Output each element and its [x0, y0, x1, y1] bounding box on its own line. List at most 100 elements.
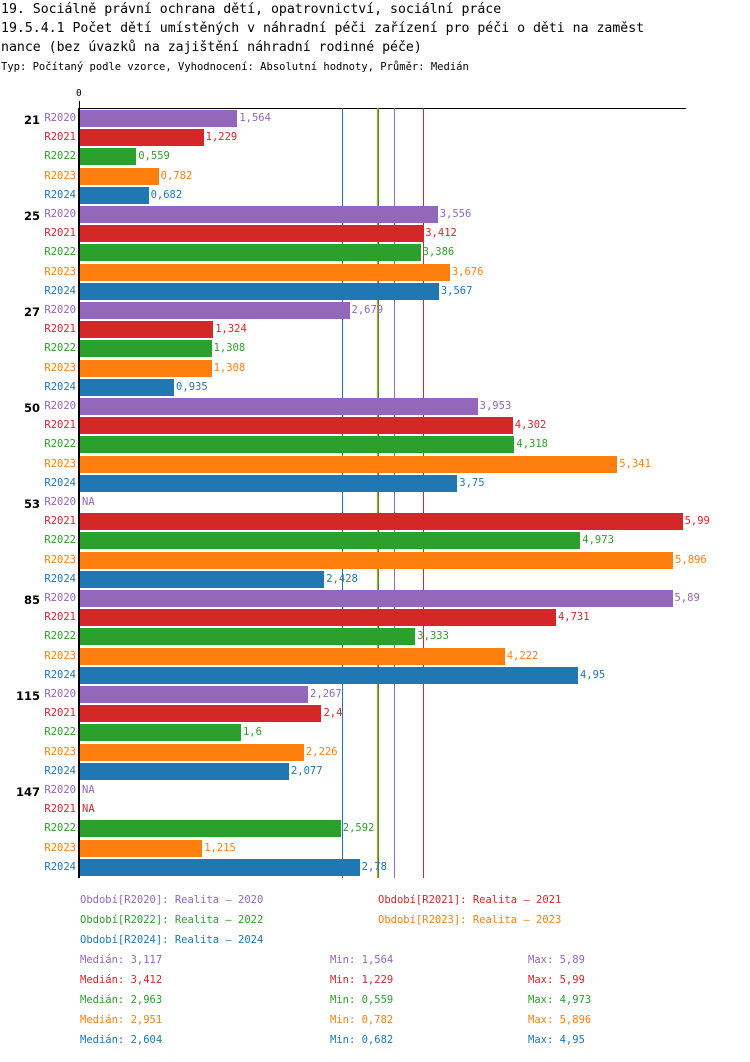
- bar-value-label: 3,333: [417, 630, 449, 643]
- bar-row-label: R2020: [44, 784, 76, 796]
- bar[interactable]: [80, 378, 175, 396]
- bar[interactable]: [80, 321, 214, 339]
- bar-value-label: 2,679: [351, 304, 384, 316]
- bar[interactable]: [80, 666, 578, 684]
- bar-row-label: R2020: [44, 592, 76, 604]
- bar-value-label: NA: [82, 496, 95, 508]
- bar[interactable]: [80, 743, 304, 761]
- bar-row-label: R2021: [44, 611, 76, 624]
- chart-bar-row: R2020 1,564: [0, 110, 750, 127]
- bar-value-label: 5,896: [675, 553, 707, 566]
- bar[interactable]: [80, 263, 450, 281]
- bar-value-label: 2,077: [290, 764, 323, 777]
- bar[interactable]: [80, 570, 325, 588]
- bar[interactable]: [80, 167, 159, 185]
- bar[interactable]: [80, 282, 439, 300]
- bar-row-label: R2020: [44, 496, 76, 508]
- bar[interactable]: [80, 474, 458, 492]
- bar[interactable]: [80, 110, 238, 127]
- legend-row: Období[R2022]: Realita – 2022 Období[R202…: [0, 910, 750, 930]
- bar-value-label: 5,99: [684, 515, 710, 528]
- bar[interactable]: [80, 647, 505, 665]
- chart-subtitle: Typ: Počítaný podle vzorce, Vyhodnocení:…: [1, 61, 469, 73]
- legend-item[interactable]: Období[R2021]: Realita – 2021: [378, 894, 562, 906]
- axis-top-line: [79, 108, 686, 109]
- bar[interactable]: [80, 302, 350, 319]
- bar[interactable]: [80, 686, 309, 703]
- bar-value-label: 2,428: [326, 572, 358, 585]
- chart-bar-row: R2023 2,226: [0, 743, 750, 761]
- bar-value-label: 4,318: [516, 438, 548, 451]
- bar-row-label: R2023: [44, 649, 76, 662]
- chart-bar-row: R2021 1,324: [0, 321, 750, 339]
- bar[interactable]: [80, 129, 204, 147]
- bar[interactable]: [80, 590, 673, 607]
- legend-item[interactable]: Období[R2022]: Realita – 2022: [80, 914, 264, 926]
- bar-row-label: R2023: [44, 265, 76, 278]
- bar[interactable]: [80, 225, 424, 243]
- median-line-r2022: [378, 108, 380, 878]
- chart-title-line-2: 19.5.4.1 Počet dětí umístěných v náhradn…: [1, 21, 645, 36]
- bar[interactable]: [80, 148, 137, 166]
- bar[interactable]: [80, 244, 421, 262]
- bar-row-label: R2022: [44, 822, 76, 835]
- chart-header: 19. Sociálně právní ochrana dětí, opatro…: [0, 0, 750, 75]
- bar-row-label: R2023: [44, 553, 76, 566]
- bar[interactable]: [80, 436, 515, 454]
- max-stat: Max: 4,95: [528, 1034, 585, 1046]
- max-stat: Max: 5,896: [528, 1014, 592, 1026]
- max-stat: Max: 4,973: [528, 994, 592, 1006]
- median-stat: Medián: 3,412: [80, 974, 163, 986]
- chart-bar-row: R2023 5,896: [0, 551, 750, 569]
- bar-value-label: 4,302: [514, 419, 547, 432]
- bar-value-label: 0,682: [150, 188, 183, 201]
- bar-row-label: R2022: [44, 726, 76, 739]
- bar[interactable]: [80, 398, 478, 415]
- bar[interactable]: [80, 551, 674, 569]
- bar-value-label: 5,341: [619, 457, 651, 470]
- min-stat: Min: 0,682: [330, 1034, 394, 1046]
- bar[interactable]: [80, 340, 212, 358]
- bar[interactable]: [80, 417, 513, 435]
- bar-value-label: 3,567: [440, 284, 473, 297]
- bar-row-label: R2021: [44, 323, 76, 336]
- median-line-r2024: [341, 108, 343, 878]
- bar[interactable]: [80, 858, 360, 876]
- chart-bar-row: R2023 1,308: [0, 359, 750, 377]
- chart-bar-row: R2022 1,308: [0, 340, 750, 358]
- chart-bar-row: R2023 1,215: [0, 839, 750, 857]
- legend-item[interactable]: Období[R2023]: Realita – 2023: [378, 914, 562, 926]
- bar[interactable]: [80, 628, 416, 646]
- chart-bar-row: R2020 3,953: [0, 398, 750, 415]
- bar-value-label: 3,386: [422, 246, 455, 259]
- stats-row: Medián: 2,604 Min: 0,682 Max: 4,95: [0, 1030, 750, 1050]
- bar[interactable]: [80, 359, 212, 377]
- bar-row-label: R2020: [44, 304, 76, 316]
- bar[interactable]: [80, 532, 581, 550]
- bar[interactable]: [80, 455, 618, 473]
- bar-value-label: 3,953: [479, 400, 512, 412]
- bar-value-label: 0,782: [160, 169, 193, 182]
- group-label: 27: [23, 305, 40, 319]
- bar[interactable]: [80, 820, 341, 838]
- bar[interactable]: [80, 513, 683, 531]
- bar[interactable]: [80, 839, 203, 857]
- bar-value-label: 4,95: [579, 668, 606, 681]
- bar[interactable]: [80, 186, 149, 204]
- legend-row: Období[R2020]: Realita – 2020 Období[R202…: [0, 890, 750, 910]
- bar-row-label: R2020: [44, 112, 76, 124]
- legend-item[interactable]: Období[R2024]: Realita – 2024: [80, 934, 264, 946]
- legend-item[interactable]: Období[R2020]: Realita – 2020: [80, 894, 264, 906]
- median-stat: Medián: 2,963: [80, 994, 163, 1006]
- bar[interactable]: [80, 206, 438, 223]
- bar-value-label: 3,556: [439, 208, 472, 220]
- chart-bar-row: R2022 3,333: [0, 628, 750, 646]
- bar[interactable]: [80, 705, 322, 723]
- bar-value-label: 1,215: [204, 841, 236, 854]
- bar[interactable]: [80, 724, 241, 742]
- chart-bar-row: R2020 5,89: [0, 590, 750, 607]
- bar[interactable]: [80, 762, 289, 780]
- chart-bar-row: R2024 0,682: [0, 186, 750, 204]
- bar[interactable]: [80, 609, 556, 627]
- bar-value-label: 4,731: [557, 611, 590, 624]
